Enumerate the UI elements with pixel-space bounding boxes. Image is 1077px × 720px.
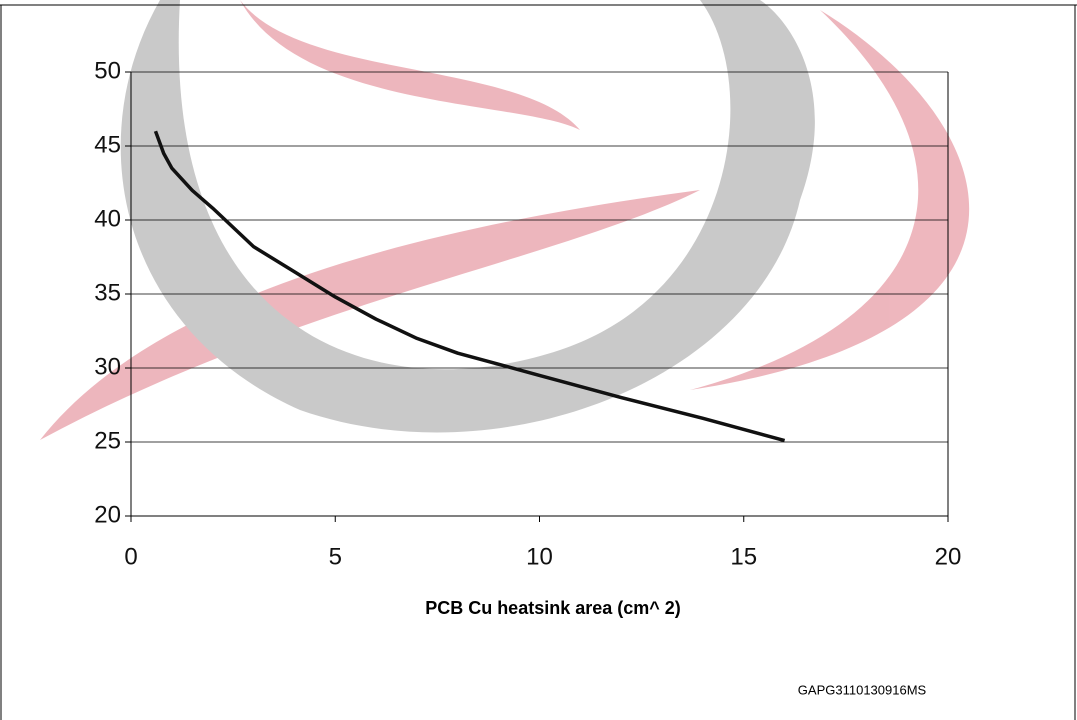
y-tick-label: 40 [94,205,121,232]
x-tick-label: 5 [329,543,342,570]
y-tick-label: 25 [94,427,121,454]
y-tick-label: 45 [94,131,121,158]
x-tick-label: 20 [935,543,962,570]
y-tick-label: 50 [94,57,121,84]
x-tick-label: 15 [730,543,757,570]
data-line [153,130,786,443]
y-tick-label: 35 [94,279,121,306]
y-tick-label: 20 [94,501,121,528]
swoosh [240,0,580,130]
swoosh [690,10,970,390]
watermark-shapes [40,0,970,440]
x-tick-label: 0 [124,543,137,570]
x-axis-label: PCB Cu heatsink area (cm^ 2) [425,598,681,618]
y-tick-label: 30 [94,353,121,380]
ring [120,0,815,433]
figure-code: GAPG3110130916MS [798,682,927,697]
x-tick-label: 10 [526,543,553,570]
swoosh [40,190,700,440]
